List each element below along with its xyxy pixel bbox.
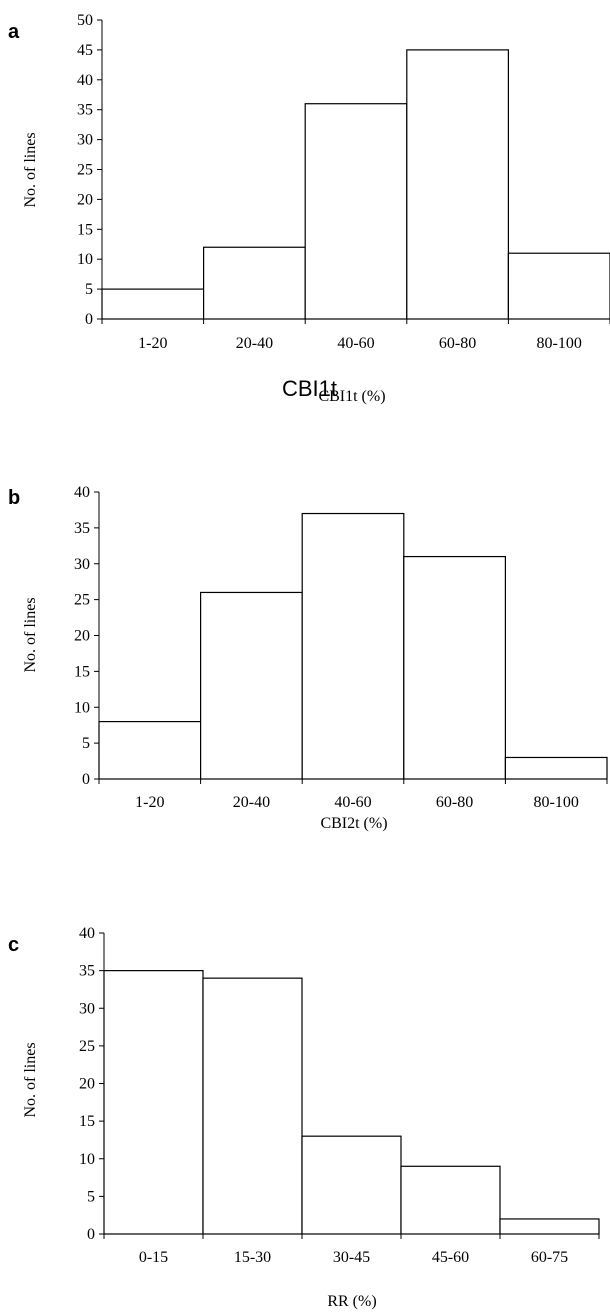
panel-c-y-tick-label: 0 xyxy=(87,1226,95,1243)
panel-a-letter: a xyxy=(8,21,20,43)
panel-a-y-tick-label: 35 xyxy=(77,102,93,119)
panel-a-bar-2 xyxy=(203,246,306,320)
panel-b: b No. of lines CBI2t (%) 0 5 10 15 20 25 30 35 4… xyxy=(8,484,608,832)
panel-c: c No. of lines RR (%) 0 5 10 15 20 25 30 35 40 0-… xyxy=(8,925,600,1310)
panel-a-xlabel-overlay: CBI1t xyxy=(282,376,337,401)
panel-a-y-tick-label: 25 xyxy=(77,162,93,179)
panel-a-y-tick-label: 40 xyxy=(77,72,93,89)
panel-c-plot: 0 5 10 15 20 25 30 35 40 0-15 15-30 30-45 45-60 60-75 xyxy=(79,925,600,1266)
panel-b-plot: 0 5 10 15 20 25 30 35 40 1-20 20-40 40-60 60-80 80-10… xyxy=(74,484,608,811)
panel-a-y-tick-label: 0 xyxy=(85,311,93,328)
panel-a-x-tick-label: 80-100 xyxy=(537,335,582,352)
panel-b-y-tick-label: 15 xyxy=(74,663,90,680)
panel-c-x-tick-label: 30-45 xyxy=(333,1249,370,1266)
panel-c-y-tick-label: 20 xyxy=(79,1076,95,1093)
panel-b-bar-2 xyxy=(200,591,303,780)
panel-a-y-tick-label: 20 xyxy=(77,191,93,208)
panel-a-bar-3 xyxy=(304,103,408,320)
panel-c-bar-2 xyxy=(202,977,303,1235)
panel-a-plot: 0 5 10 15 20 25 30 35 40 45 50 1-20 20-40 40-60 60-80 8… xyxy=(77,12,610,352)
panel-c-y-tick-label: 15 xyxy=(79,1113,95,1130)
panel-b-y-tick-label: 35 xyxy=(74,520,90,537)
panel-c-bar-3 xyxy=(301,1135,402,1235)
panel-c-y-tick-label: 5 xyxy=(87,1188,95,1205)
panel-c-y-tick-label: 40 xyxy=(79,925,95,942)
panel-b-y-tick-label: 20 xyxy=(74,628,90,645)
panel-b-bar-1 xyxy=(98,720,202,780)
panel-c-ylabel: No. of lines xyxy=(22,1042,39,1117)
panel-b-y-tick-label: 0 xyxy=(82,771,90,788)
panel-c-bar-5 xyxy=(499,1218,600,1235)
panel-b-y-tick-label: 30 xyxy=(74,556,90,573)
panel-c-xlabel: RR (%) xyxy=(327,1293,376,1310)
panel-a-y-tick-label: 50 xyxy=(77,12,93,29)
panel-b-x-tick-label: 20-40 xyxy=(233,794,270,811)
panel-b-bar-5 xyxy=(504,756,608,780)
panel-b-ylabel: No. of lines xyxy=(22,597,39,672)
panel-a-bar-1 xyxy=(101,288,205,320)
panel-b-x-tick-label: 60-80 xyxy=(436,794,473,811)
panel-a-y-tick-label: 30 xyxy=(77,132,93,149)
panel-b-x-tick-label: 40-60 xyxy=(334,794,371,811)
panel-c-y-tick-label: 30 xyxy=(79,1000,95,1017)
panel-b-y-tick-label: 25 xyxy=(74,592,90,609)
panel-a-y-tick-label: 45 xyxy=(77,42,93,59)
panel-a-bar-4 xyxy=(406,49,509,320)
panel-c-x-tick-label: 45-60 xyxy=(432,1249,469,1266)
panel-c-letter: c xyxy=(8,934,19,956)
panel-c-x-tick-label: 15-30 xyxy=(234,1249,271,1266)
panel-b-x-tick-label: 80-100 xyxy=(534,794,579,811)
panel-c-y-tick-label: 10 xyxy=(79,1151,95,1168)
panel-c-x-tick-label: 0-15 xyxy=(139,1249,168,1266)
panel-c-bar-4 xyxy=(400,1165,501,1235)
panel-a-y-tick-label: 5 xyxy=(85,281,93,298)
panel-b-letter: b xyxy=(8,487,20,509)
panel-a-x-tick-label: 1-20 xyxy=(138,335,167,352)
panel-a-xlabel: CBI1t (%) xyxy=(318,388,385,405)
panel-c-y-tick-label: 35 xyxy=(79,963,95,980)
panel-b-y-tick-label: 5 xyxy=(82,735,90,752)
panel-a-bar-5 xyxy=(507,252,610,320)
panel-a-x-tick-label: 60-80 xyxy=(439,335,476,352)
panel-a-x-tick-label: 20-40 xyxy=(236,335,273,352)
panel-b-y-tick-label: 40 xyxy=(74,484,90,501)
panel-a-x-tick-label: 40-60 xyxy=(337,335,374,352)
panel-b-xlabel: CBI2t (%) xyxy=(320,815,387,832)
panel-a: a No. of lines CBI1t (%) CBI1t 0 5 10 15 20 2… xyxy=(8,12,610,405)
panel-b-x-tick-label: 1-20 xyxy=(135,794,164,811)
panel-c-x-tick-label: 60-75 xyxy=(531,1249,568,1266)
panel-a-ylabel: No. of lines xyxy=(22,132,39,207)
panel-c-y-tick-label: 25 xyxy=(79,1038,95,1055)
panel-b-y-tick-label: 10 xyxy=(74,699,90,716)
panel-b-bar-4 xyxy=(403,555,506,780)
panel-a-y-tick-label: 10 xyxy=(77,251,93,268)
panel-a-y-tick-label: 15 xyxy=(77,221,93,238)
panel-b-bar-3 xyxy=(301,512,405,780)
panel-c-bar-1 xyxy=(103,970,204,1235)
